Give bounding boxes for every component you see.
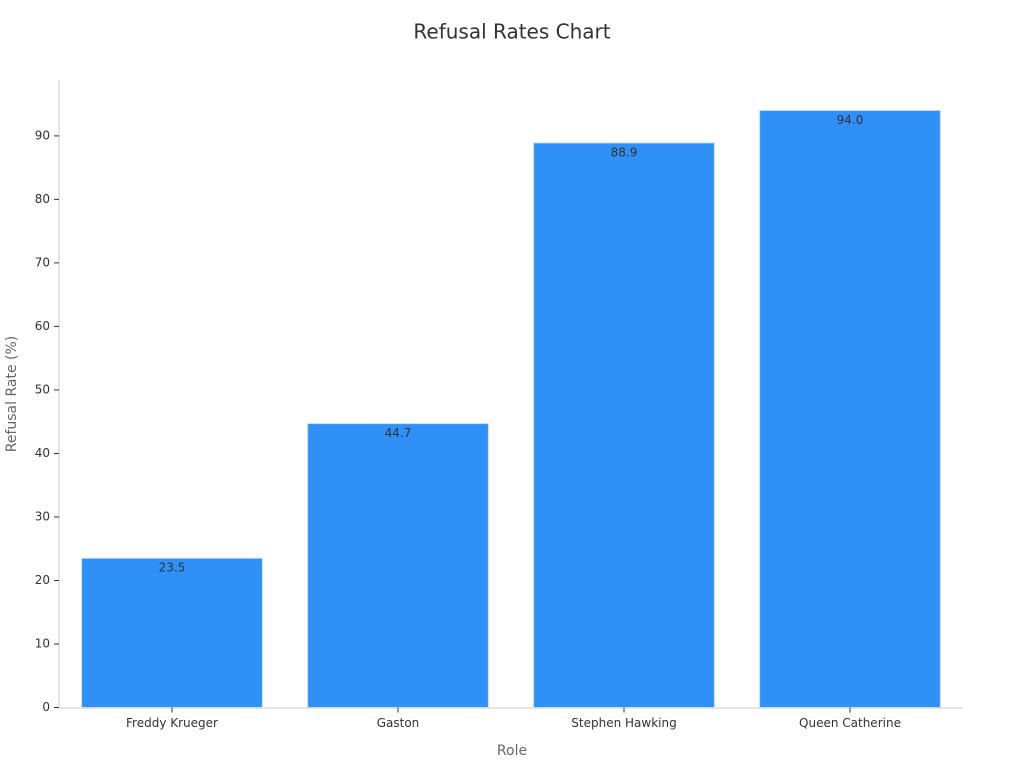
x-tick-label: Queen Catherine xyxy=(799,716,901,730)
bar xyxy=(81,557,263,708)
value-label: 44.7 xyxy=(385,426,412,440)
y-tick-label: 90 xyxy=(35,128,50,142)
x-axis-label: Role xyxy=(497,743,527,759)
bar xyxy=(307,423,489,708)
value-label: 94.0 xyxy=(837,113,864,127)
x-tick-label: Stephen Hawking xyxy=(571,716,676,730)
y-tick-label: 70 xyxy=(35,255,50,269)
chart-title: Refusal Rates Chart xyxy=(413,20,610,44)
y-tick-label: 80 xyxy=(35,192,50,206)
y-tick-label: 0 xyxy=(42,700,50,714)
y-tick-label: 50 xyxy=(35,382,50,396)
bar xyxy=(533,142,715,709)
x-tick-label: Freddy Krueger xyxy=(126,716,218,730)
x-tick-label: Gaston xyxy=(377,716,420,730)
y-tick-label: 30 xyxy=(35,509,50,523)
value-label: 23.5 xyxy=(159,561,186,575)
bar xyxy=(759,109,941,708)
value-label: 88.9 xyxy=(611,145,638,159)
y-tick-label: 40 xyxy=(35,446,50,460)
y-axis-label: Refusal Rate (%) xyxy=(4,336,20,453)
y-tick-label: 60 xyxy=(35,319,50,333)
y-tick-label: 10 xyxy=(35,636,50,650)
y-tick-label: 20 xyxy=(35,573,50,587)
